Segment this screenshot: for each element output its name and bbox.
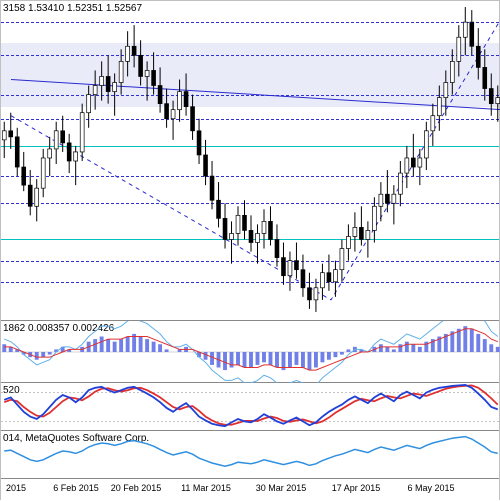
time-tick: 6 Feb 2015 [53, 483, 99, 493]
stochastic-panel[interactable]: 520 [1, 383, 499, 431]
rsi-chart [1, 431, 500, 479]
rsi-panel[interactable]: 014, MetaQuotes Software Corp. [1, 431, 499, 479]
time-tick: 17 Apr 2015 [332, 483, 381, 493]
macd-panel[interactable]: 1862 0.008357 0.002426 [1, 321, 499, 383]
candlestick-chart [1, 1, 500, 321]
time-tick: 30 Mar 2015 [256, 483, 307, 493]
time-axis: 2015 6 Feb 2015 20 Feb 2015 11 Mar 2015 30 M… [1, 479, 499, 501]
time-tick: 11 Mar 2015 [181, 483, 231, 493]
price-panel[interactable]: 3158 1.53410 1.52351 1.52567 [1, 1, 499, 321]
trading-chart: 3158 1.53410 1.52351 1.52567 1862 0.0083… [0, 0, 500, 500]
time-tick: 20 Feb 2015 [111, 483, 162, 493]
time-tick: 6 May 2015 [407, 483, 454, 493]
macd-chart [1, 321, 500, 383]
time-tick: 2015 [6, 483, 26, 493]
stochastic-chart [1, 383, 500, 431]
